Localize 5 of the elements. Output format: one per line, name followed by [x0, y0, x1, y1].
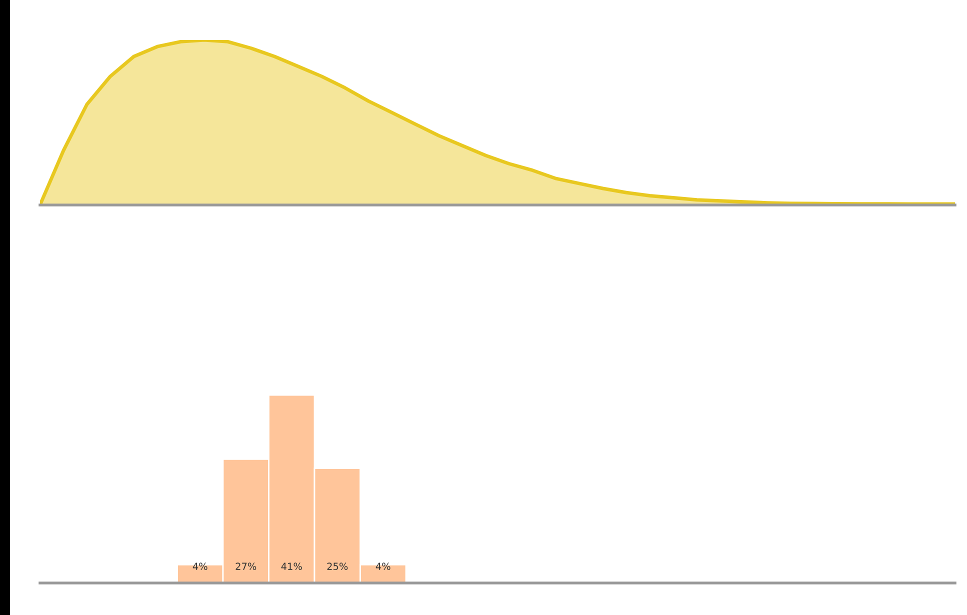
data-label: 4% [376, 562, 390, 570]
data-label: 25% [327, 562, 348, 570]
data-label: 41% [281, 562, 302, 570]
data-label: 27% [236, 562, 256, 570]
data-label: 4% [192, 562, 208, 570]
